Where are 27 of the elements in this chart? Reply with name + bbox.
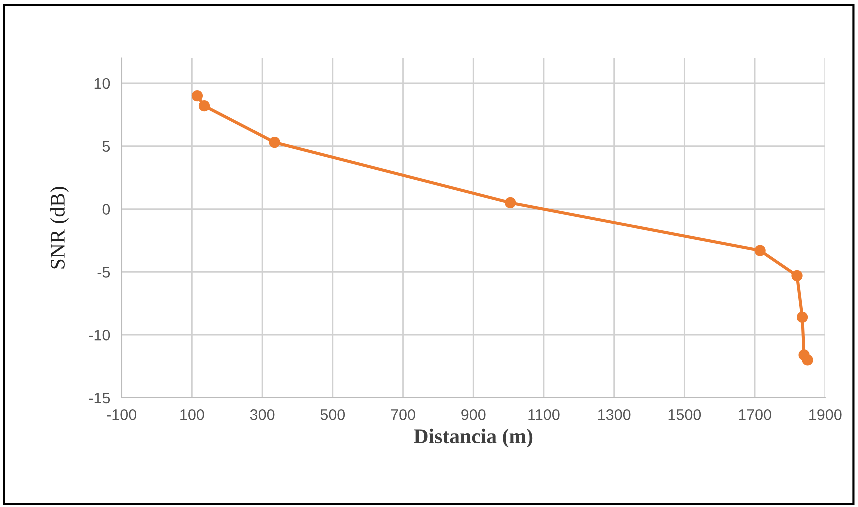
- y-tick-label: 10: [94, 78, 110, 90]
- x-tick-label: 500: [320, 410, 346, 420]
- y-tick-label: -15: [89, 393, 110, 404]
- y-tick-label: -10: [89, 330, 110, 341]
- point: [754, 245, 766, 256]
- x-tick-label: 1900: [810, 410, 842, 420]
- x-tick-label: 100: [180, 410, 204, 420]
- x-tick-label: 1700: [739, 410, 772, 420]
- x-tick-label: 300: [250, 410, 275, 420]
- point: [792, 270, 803, 282]
- x-tick-label: 1300: [598, 410, 631, 420]
- y-tick-label: 0: [102, 204, 110, 215]
- x-axis-title: Distancia (m): [414, 428, 533, 448]
- point: [802, 354, 814, 366]
- point: [269, 137, 280, 148]
- y-tick-label: 5: [102, 141, 110, 152]
- x-tick-label: -100: [107, 410, 137, 420]
- point: [504, 197, 516, 209]
- y-axis-title: SNR (dB): [50, 187, 70, 269]
- point: [192, 90, 204, 102]
- x-tick-label: 900: [462, 410, 486, 420]
- x-tick-label: 1100: [528, 410, 560, 420]
- y-tick-label: -5: [98, 267, 110, 278]
- x-tick-label: 1500: [668, 410, 702, 420]
- point: [198, 100, 210, 112]
- x-tick-label: 700: [391, 410, 416, 420]
- point: [796, 312, 808, 324]
